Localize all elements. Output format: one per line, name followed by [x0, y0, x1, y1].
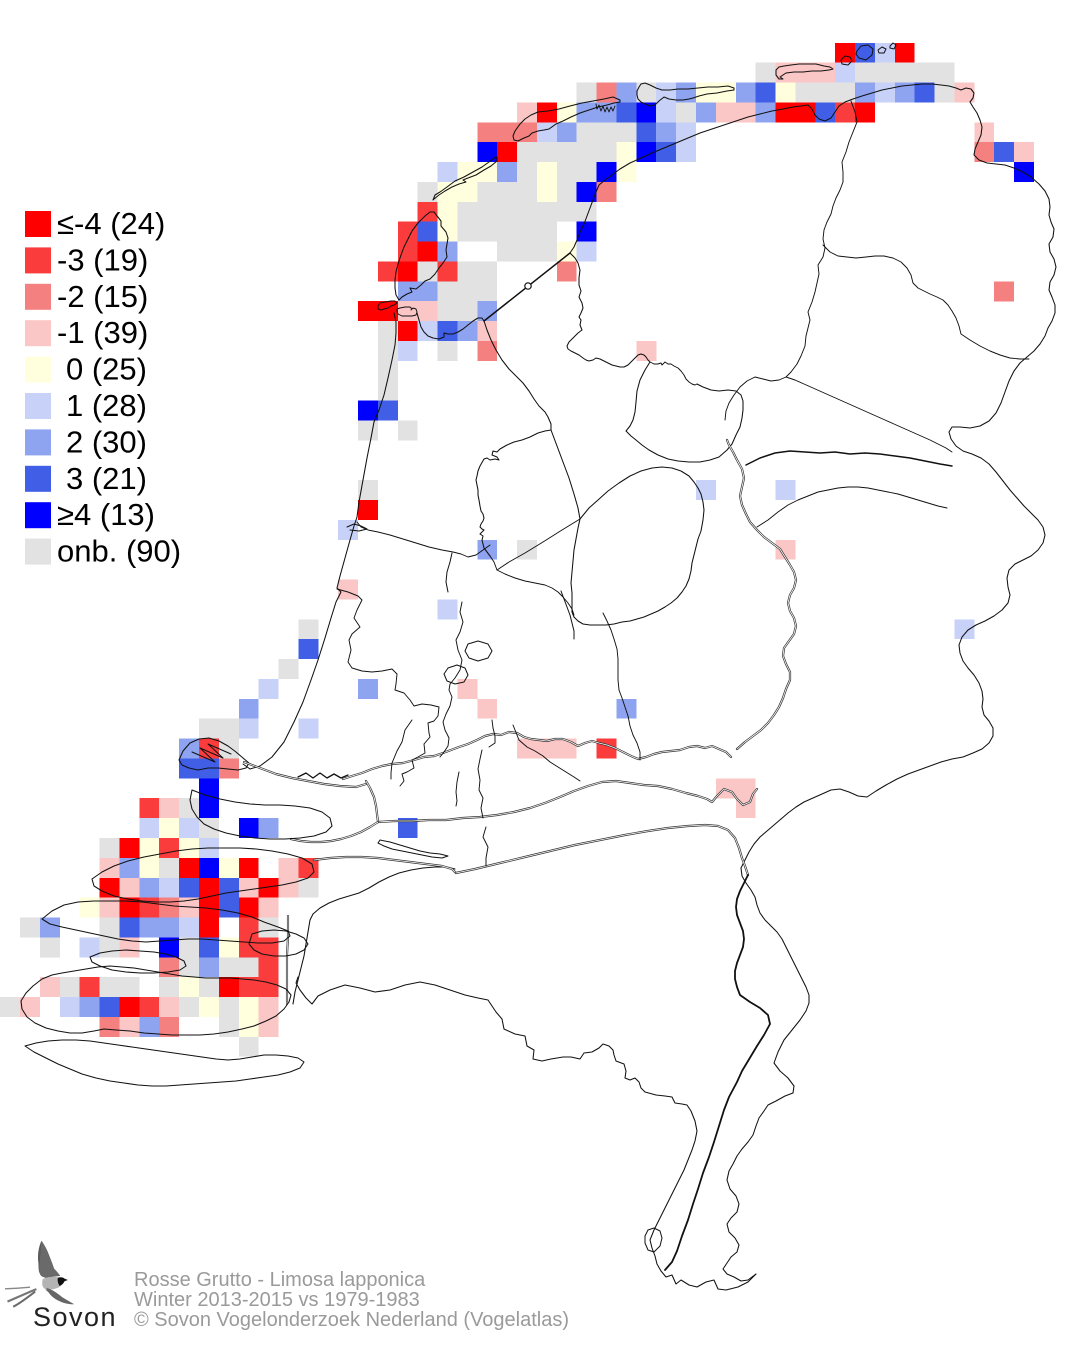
- svg-text:≥4 (13): ≥4 (13): [57, 497, 155, 532]
- svg-text:≤-4 (24): ≤-4 (24): [57, 206, 165, 241]
- svg-text:0 (25): 0 (25): [66, 352, 147, 387]
- svg-text:-2 (15): -2 (15): [57, 279, 148, 314]
- svg-text:3 (21): 3 (21): [66, 461, 147, 496]
- svg-text:Rosse Grutto - Limosa lapponic: Rosse Grutto - Limosa lapponica: [134, 1269, 426, 1291]
- svg-text:Winter 2013-2015 vs 1979-1983: Winter 2013-2015 vs 1979-1983: [134, 1289, 420, 1311]
- svg-text:-1 (39): -1 (39): [57, 315, 148, 350]
- svg-text:Sovon: Sovon: [33, 1302, 117, 1332]
- svg-text:1 (28): 1 (28): [66, 388, 147, 423]
- svg-text:2 (30): 2 (30): [66, 424, 147, 459]
- svg-text:onb. (90): onb. (90): [57, 534, 181, 569]
- svg-text:© Sovon Vogelonderzoek Nederla: © Sovon Vogelonderzoek Nederland (Vogela…: [134, 1309, 569, 1331]
- svg-text:-3 (19): -3 (19): [57, 242, 148, 277]
